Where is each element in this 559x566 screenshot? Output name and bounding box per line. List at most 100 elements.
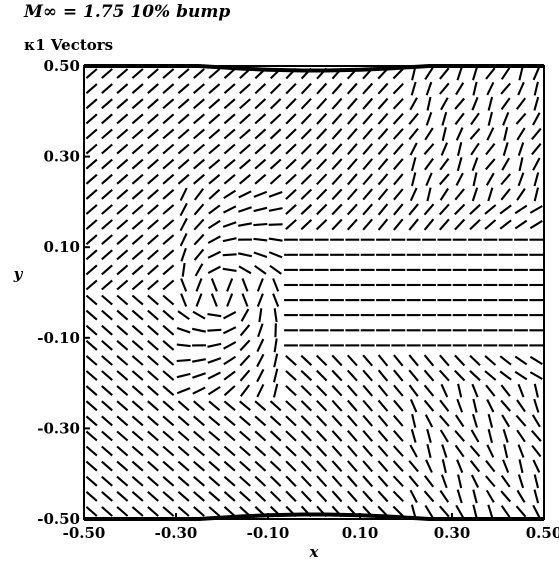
vector-glyph xyxy=(116,98,129,110)
vector-glyph xyxy=(470,112,480,126)
y-tick-label: -0.50 xyxy=(37,510,80,528)
vector-glyph xyxy=(503,126,509,141)
vector-glyph xyxy=(179,232,188,247)
vector-glyph xyxy=(315,218,328,231)
vector-glyph xyxy=(517,172,525,187)
vector-glyph xyxy=(85,385,98,396)
vector-glyph xyxy=(181,262,186,277)
vector-glyph xyxy=(347,460,358,473)
vector-glyph xyxy=(486,127,495,141)
vector-glyph xyxy=(392,445,404,457)
vector-glyph xyxy=(162,98,175,110)
vector-glyph xyxy=(269,113,282,125)
vector-glyph xyxy=(177,128,190,140)
vector-glyph xyxy=(254,490,267,502)
vector-glyph xyxy=(208,188,221,200)
x-tick-label: 0.10 xyxy=(342,524,379,542)
vector-glyph xyxy=(409,489,418,503)
vector-glyph xyxy=(147,385,159,396)
vector-glyph xyxy=(131,445,144,457)
vector-glyph xyxy=(455,82,465,96)
vector-glyph xyxy=(285,113,297,125)
vector-glyph xyxy=(193,203,205,216)
vector-glyph xyxy=(179,187,188,202)
vector-glyph xyxy=(300,203,313,215)
vector-glyph xyxy=(256,293,264,307)
vector-glyph xyxy=(116,400,129,412)
vector-glyph xyxy=(268,191,283,198)
vector-glyph xyxy=(208,506,221,517)
vector-glyph xyxy=(116,475,129,487)
vector-glyph xyxy=(426,96,432,111)
vector-glyph xyxy=(162,475,175,487)
vector-glyph xyxy=(362,384,373,397)
vector-glyph xyxy=(316,112,328,125)
vector-glyph xyxy=(485,158,496,171)
vector-glyph xyxy=(162,204,175,215)
vector-glyph xyxy=(331,369,343,382)
vector-glyph xyxy=(331,354,343,367)
vector-glyph xyxy=(472,398,478,413)
vector-field xyxy=(85,66,544,519)
vector-glyph xyxy=(485,475,496,488)
vector-glyph xyxy=(116,279,129,291)
vector-glyph xyxy=(272,383,279,398)
vector-glyph xyxy=(147,309,159,321)
vector-glyph xyxy=(500,82,511,95)
vector-glyph xyxy=(439,414,450,427)
vector-glyph xyxy=(410,504,417,519)
vector-glyph xyxy=(207,386,221,396)
vector-glyph xyxy=(101,83,113,94)
vector-glyph xyxy=(377,430,389,442)
vector-glyph xyxy=(162,249,175,261)
vector-glyph xyxy=(408,218,419,231)
vector-glyph xyxy=(85,128,98,140)
vector-glyph xyxy=(254,430,267,442)
x-axis-label: x xyxy=(309,543,320,561)
vector-glyph xyxy=(487,187,494,202)
vector-glyph xyxy=(533,96,540,111)
vector-glyph xyxy=(300,188,313,200)
vector-glyph xyxy=(300,400,313,412)
vector-glyph xyxy=(486,81,495,96)
vector-glyph xyxy=(131,491,144,502)
vector-glyph xyxy=(147,324,159,336)
y-tick-label: -0.10 xyxy=(37,329,80,347)
vector-glyph xyxy=(485,460,496,473)
vector-glyph xyxy=(285,82,297,95)
vector-glyph xyxy=(101,294,113,306)
vector-glyph xyxy=(116,445,129,457)
vector-glyph xyxy=(193,415,205,427)
vector-glyph xyxy=(85,173,98,185)
vector-glyph xyxy=(300,173,313,185)
vector-glyph xyxy=(101,128,113,140)
vector-glyph xyxy=(501,414,511,428)
vector-glyph xyxy=(346,354,358,367)
vector-glyph xyxy=(101,158,113,170)
vector-glyph xyxy=(331,97,343,110)
vector-glyph xyxy=(116,113,129,125)
vector-glyph xyxy=(239,113,251,125)
vector-glyph xyxy=(424,127,434,141)
vector-glyph xyxy=(456,489,463,504)
vector-glyph xyxy=(285,490,297,503)
vector-glyph xyxy=(377,460,389,473)
vector-glyph xyxy=(116,158,129,170)
vector-glyph xyxy=(441,126,447,141)
vector-glyph xyxy=(500,399,511,412)
vector-glyph xyxy=(180,278,188,292)
vector-glyph xyxy=(162,143,175,155)
vector-glyph xyxy=(131,506,144,517)
vector-glyph xyxy=(393,143,404,155)
vector-glyph xyxy=(300,445,312,457)
vector-glyph xyxy=(441,459,447,474)
vector-glyph xyxy=(223,415,236,427)
vector-glyph xyxy=(193,506,205,517)
vector-glyph xyxy=(239,173,251,185)
vector-glyph xyxy=(193,173,205,185)
vector-glyph xyxy=(272,368,279,383)
vector-glyph xyxy=(101,506,113,517)
vector-glyph xyxy=(438,203,450,216)
vector-glyph xyxy=(147,506,159,517)
vector-glyph xyxy=(147,460,159,472)
